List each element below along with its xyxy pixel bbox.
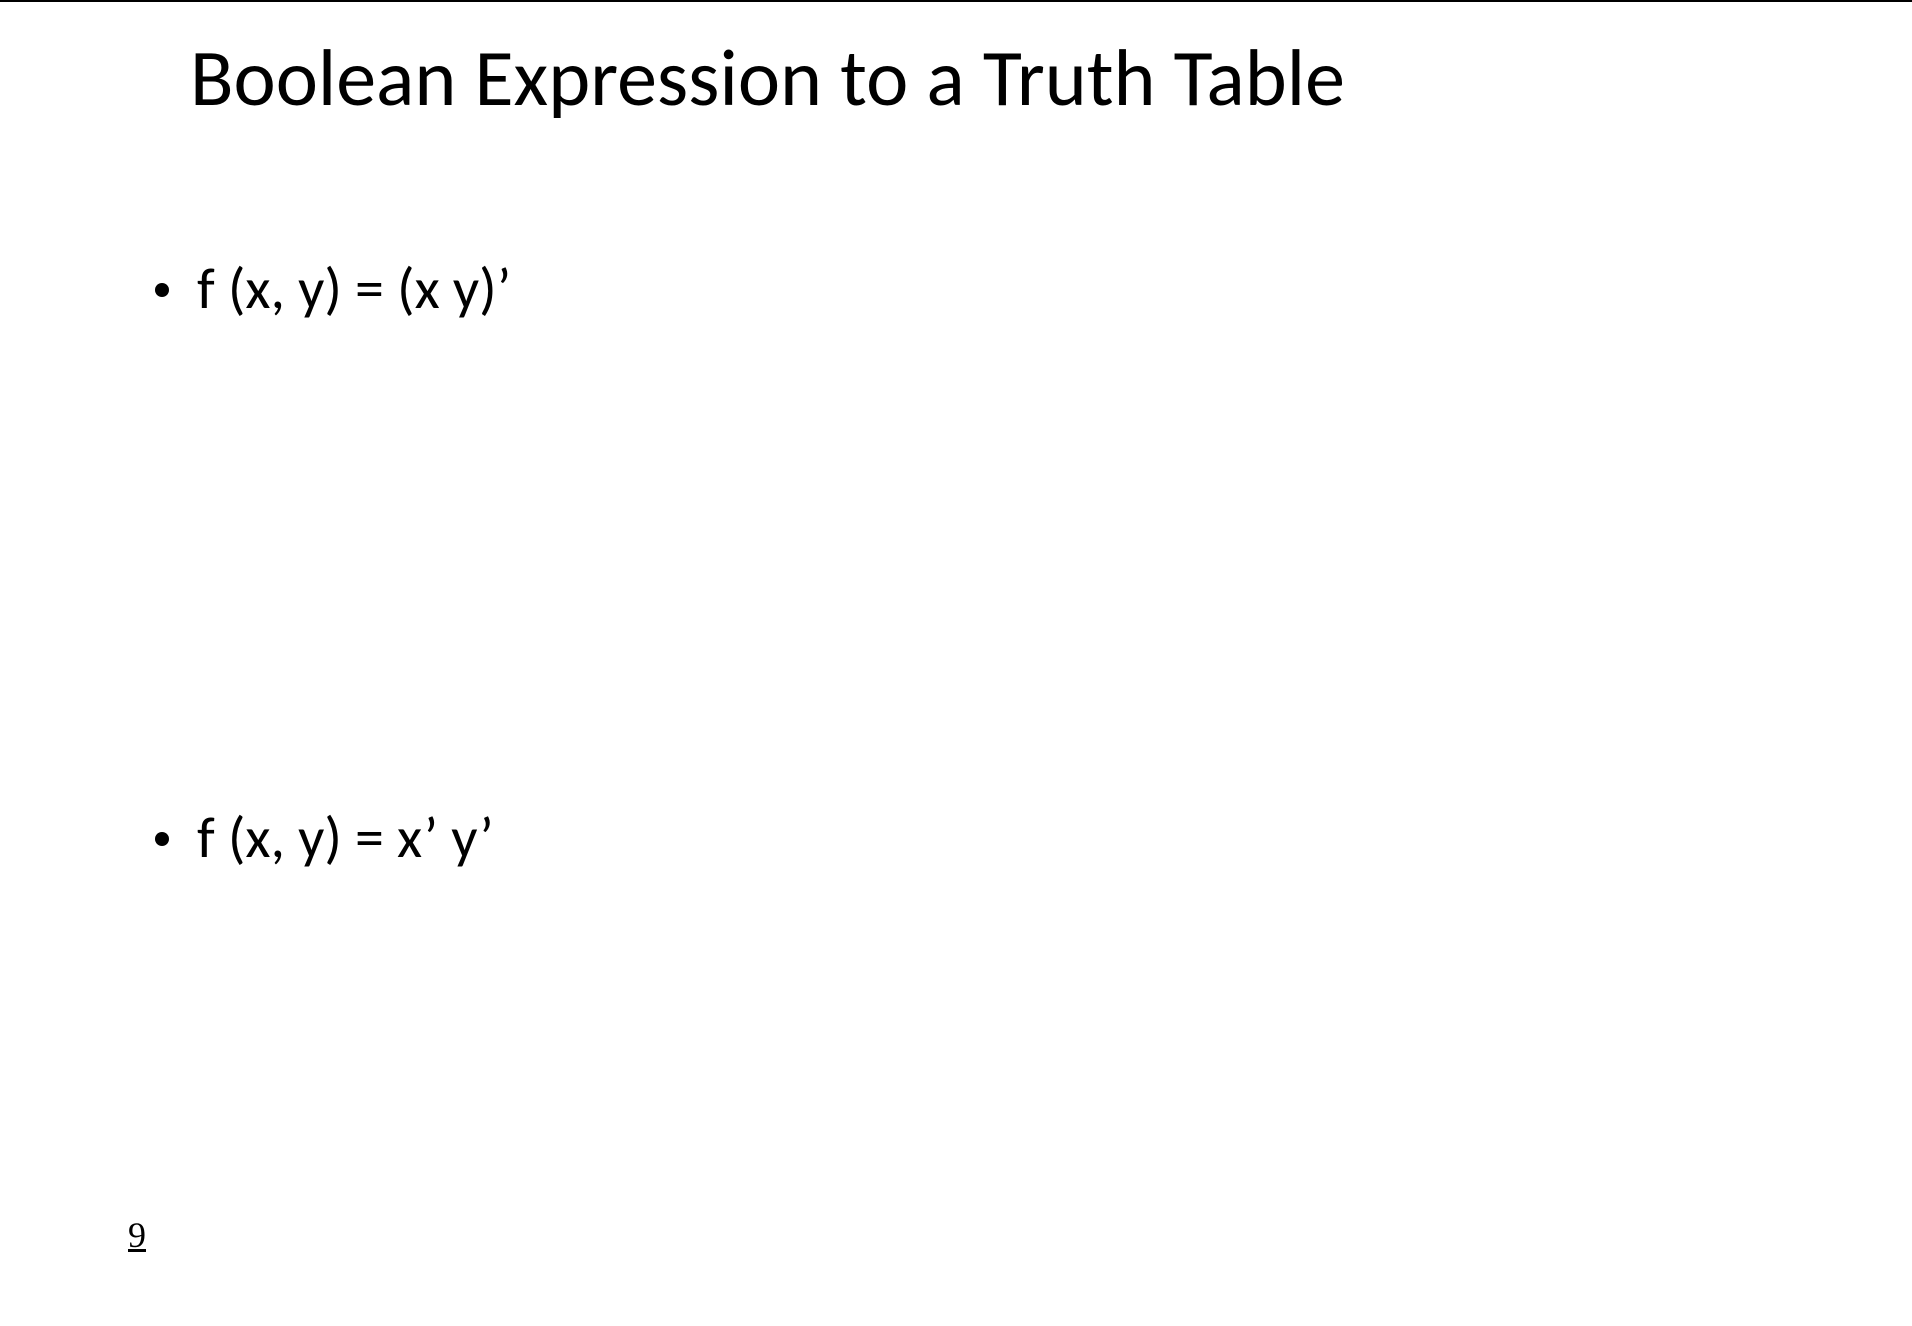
bullet-item: f (x, y) = x’ y’ [155, 806, 1912, 870]
slide-title: Boolean Expression to a Truth Table [0, 2, 1912, 127]
bullet-dot-icon [155, 832, 169, 846]
bullet-text: f (x, y) = x’ y’ [197, 806, 494, 870]
bullet-dot-icon [155, 283, 169, 297]
bullet-item: f (x, y) = (x y)’ [155, 257, 1912, 321]
content-area: f (x, y) = (x y)’ f (x, y) = x’ y’ [0, 127, 1912, 870]
bullet-text: f (x, y) = (x y)’ [197, 257, 511, 321]
slide-container: Boolean Expression to a Truth Table f (x… [0, 0, 1912, 1326]
page-number: 9 [128, 1214, 146, 1256]
